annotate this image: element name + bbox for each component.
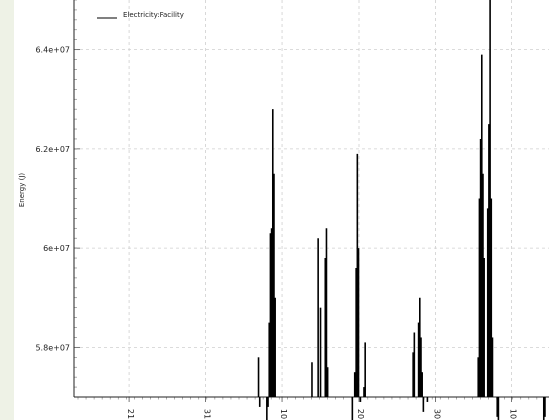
y-tick-label: 5.8e+07 (35, 343, 70, 352)
y-tick-label: 6e+07 (43, 244, 70, 253)
legend: Electricity:Facility (97, 11, 184, 19)
x-tick-label: 10 (508, 409, 517, 419)
series-layer (257, 0, 546, 420)
y-tick-label: 6.2e+07 (35, 145, 70, 154)
axes: 5.8e+07 6e+07 6.2e+07 6.4e+07 21 31 10 20 30 10 En… (18, 0, 549, 419)
y-tick-label: 6.4e+07 (35, 46, 70, 55)
x-tick-label: 30 (432, 409, 441, 419)
x-tick-label: 21 (126, 409, 135, 419)
y-axis-title: Energy (J) (18, 173, 26, 208)
window-left-border (0, 0, 14, 420)
legend-label: Electricity:Facility (123, 11, 184, 19)
x-tick-label: 10 (279, 409, 288, 419)
x-tick-label: 20 (356, 409, 365, 419)
gridlines (74, 0, 549, 397)
x-tick-label: 31 (203, 409, 212, 419)
